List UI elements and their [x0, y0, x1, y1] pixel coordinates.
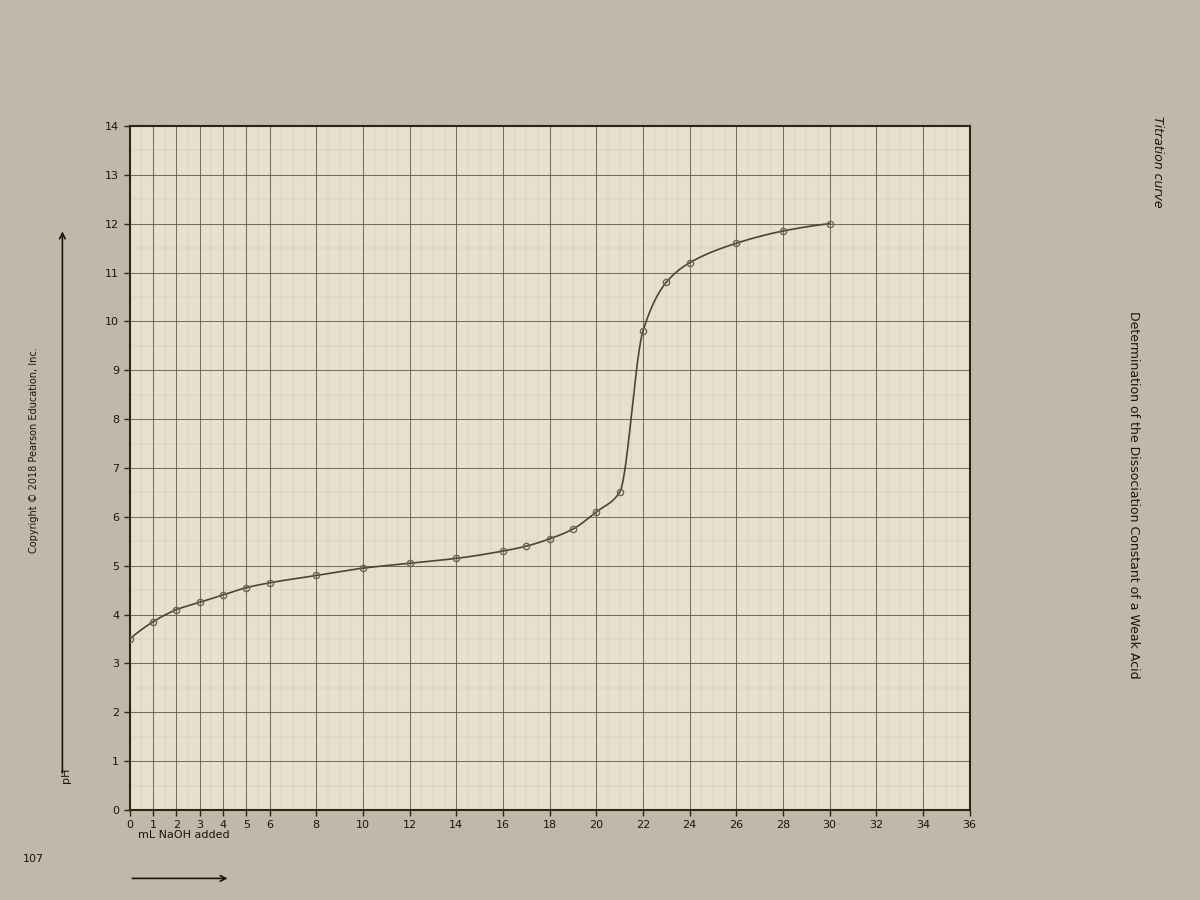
Text: Determination of the Dissociation Constant of a Weak Acid: Determination of the Dissociation Consta… [1128, 311, 1140, 679]
Text: Titration curve: Titration curve [1152, 116, 1164, 208]
Text: mL NaOH added: mL NaOH added [138, 830, 229, 841]
Text: 107: 107 [23, 854, 44, 864]
Text: pH: pH [61, 768, 71, 783]
Text: Copyright © 2018 Pearson Education, Inc.: Copyright © 2018 Pearson Education, Inc. [29, 347, 38, 553]
